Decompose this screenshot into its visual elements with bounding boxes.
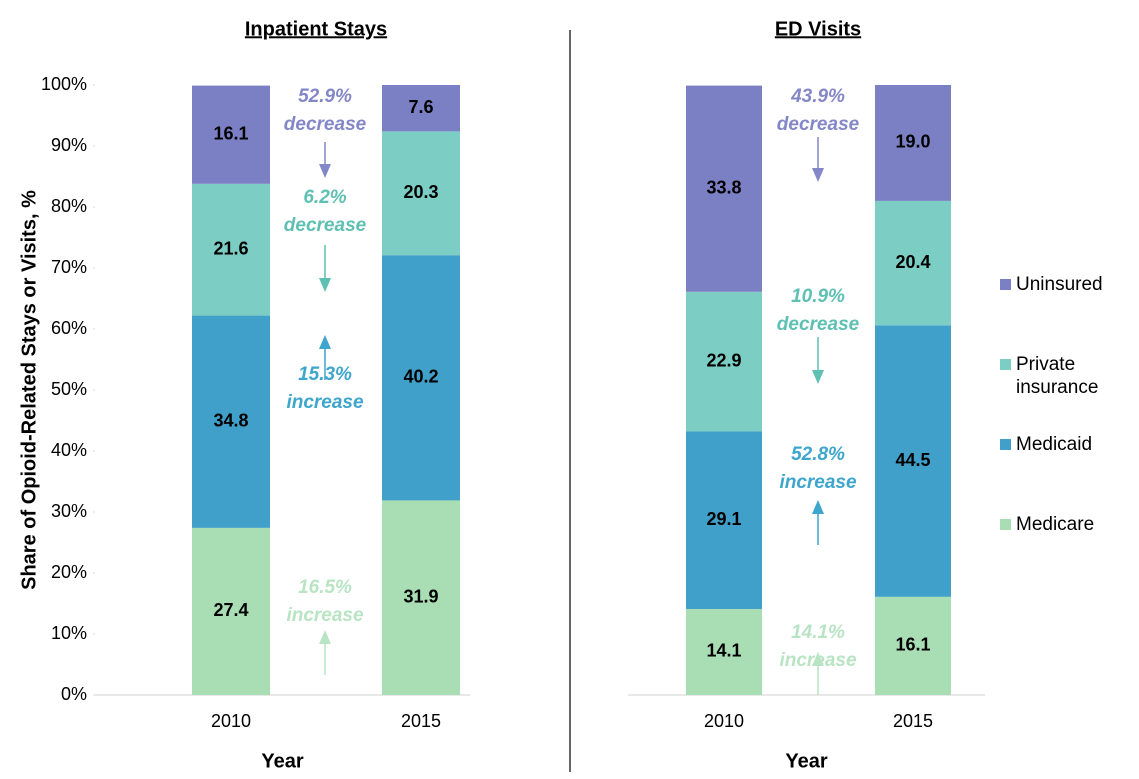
legend-swatch xyxy=(1000,359,1011,370)
x-axis-label: Year xyxy=(261,750,303,772)
annotation: increase xyxy=(286,392,364,413)
annotation-arrowhead xyxy=(812,168,824,182)
annotation-arrowhead xyxy=(319,164,331,178)
legend-swatch xyxy=(1000,439,1011,450)
value-label: 33.8 xyxy=(706,177,741,197)
value-label: 7.6 xyxy=(408,97,433,117)
bar-segment xyxy=(875,596,951,695)
x-tick-label: 2015 xyxy=(893,711,933,731)
y-tick-label: 70% xyxy=(51,257,87,277)
annotation-arrowhead xyxy=(319,335,331,349)
y-tick-label: 90% xyxy=(51,135,87,155)
panel-title: ED Visits xyxy=(775,18,861,40)
legend-label: Uninsured xyxy=(1016,274,1103,295)
value-label: 31.9 xyxy=(403,586,438,606)
value-label: 20.4 xyxy=(895,252,930,272)
bar-segment xyxy=(192,315,270,528)
legend-item: Private insurance xyxy=(1000,353,1115,399)
annotation-arrowhead xyxy=(319,278,331,292)
value-label: 20.3 xyxy=(403,182,438,202)
bar-segment xyxy=(686,608,762,695)
annotation: 14.1% xyxy=(791,622,845,643)
value-label: 16.1 xyxy=(895,635,930,655)
value-label: 19.0 xyxy=(895,132,930,152)
bar-segment xyxy=(192,527,270,695)
y-tick-label: 10% xyxy=(51,623,87,643)
annotation: decrease xyxy=(284,215,367,236)
x-tick-label: 2010 xyxy=(211,711,251,731)
bar-segment xyxy=(875,325,951,597)
annotation: increase xyxy=(779,472,857,493)
annotation: 10.9% xyxy=(791,286,845,307)
legend-swatch xyxy=(1000,279,1011,290)
bar-segment xyxy=(382,255,460,501)
bar-segment xyxy=(875,85,951,201)
y-tick-label: 50% xyxy=(51,379,87,399)
value-label: 27.4 xyxy=(213,600,248,620)
x-tick-label: 2010 xyxy=(704,711,744,731)
bar-segment xyxy=(192,85,270,184)
y-tick-label: 80% xyxy=(51,196,87,216)
annotation-arrowhead xyxy=(319,630,331,644)
legend-label: Private insurance xyxy=(1016,354,1099,398)
annotation: decrease xyxy=(777,314,860,335)
annotation: 16.5% xyxy=(298,577,352,598)
y-tick-label: 100% xyxy=(41,74,87,94)
legend-label: Medicaid xyxy=(1016,434,1093,455)
annotation-arrowhead xyxy=(812,652,824,666)
annotation: 43.9% xyxy=(790,86,845,107)
value-label: 34.8 xyxy=(213,410,248,430)
panel-title: Inpatient Stays xyxy=(245,18,387,40)
legend-item: Uninsured xyxy=(1000,273,1115,296)
legend-label: Medicare xyxy=(1016,514,1095,535)
bar-segment xyxy=(686,291,762,432)
annotation-arrowhead xyxy=(812,370,824,384)
bar-segment xyxy=(192,183,270,316)
y-tick-label: 0% xyxy=(61,684,87,704)
legend-item: Medicaid xyxy=(1000,433,1115,456)
annotation-arrowhead xyxy=(812,500,824,514)
bar-segment xyxy=(875,200,951,326)
y-axis-label: Share of Opioid-Related Stays or Visits,… xyxy=(18,190,40,590)
y-tick-label: 60% xyxy=(51,318,87,338)
bar-segment xyxy=(382,85,460,132)
y-tick-label: 30% xyxy=(51,501,87,521)
annotation: 52.9% xyxy=(298,86,352,107)
bar-segment xyxy=(382,131,460,256)
bar-segment xyxy=(686,85,762,292)
annotation: increase xyxy=(286,605,364,626)
annotation: 52.8% xyxy=(791,444,845,465)
value-label: 14.1 xyxy=(706,641,741,661)
value-label: 44.5 xyxy=(895,450,930,470)
bar-segment xyxy=(382,500,460,695)
y-tick-label: 20% xyxy=(51,562,87,582)
value-label: 22.9 xyxy=(706,350,741,370)
value-label: 40.2 xyxy=(403,367,438,387)
bar-segment xyxy=(686,431,762,609)
x-axis-label: Year xyxy=(785,750,827,772)
value-label: 16.1 xyxy=(213,123,248,143)
value-label: 29.1 xyxy=(706,509,741,529)
x-tick-label: 2015 xyxy=(401,711,441,731)
value-label: 21.6 xyxy=(213,238,248,258)
annotation: decrease xyxy=(777,114,860,135)
annotation: 6.2% xyxy=(303,187,346,208)
y-tick-label: 40% xyxy=(51,440,87,460)
legend-item: Medicare xyxy=(1000,513,1115,536)
annotation: decrease xyxy=(284,114,367,135)
legend-swatch xyxy=(1000,519,1011,530)
